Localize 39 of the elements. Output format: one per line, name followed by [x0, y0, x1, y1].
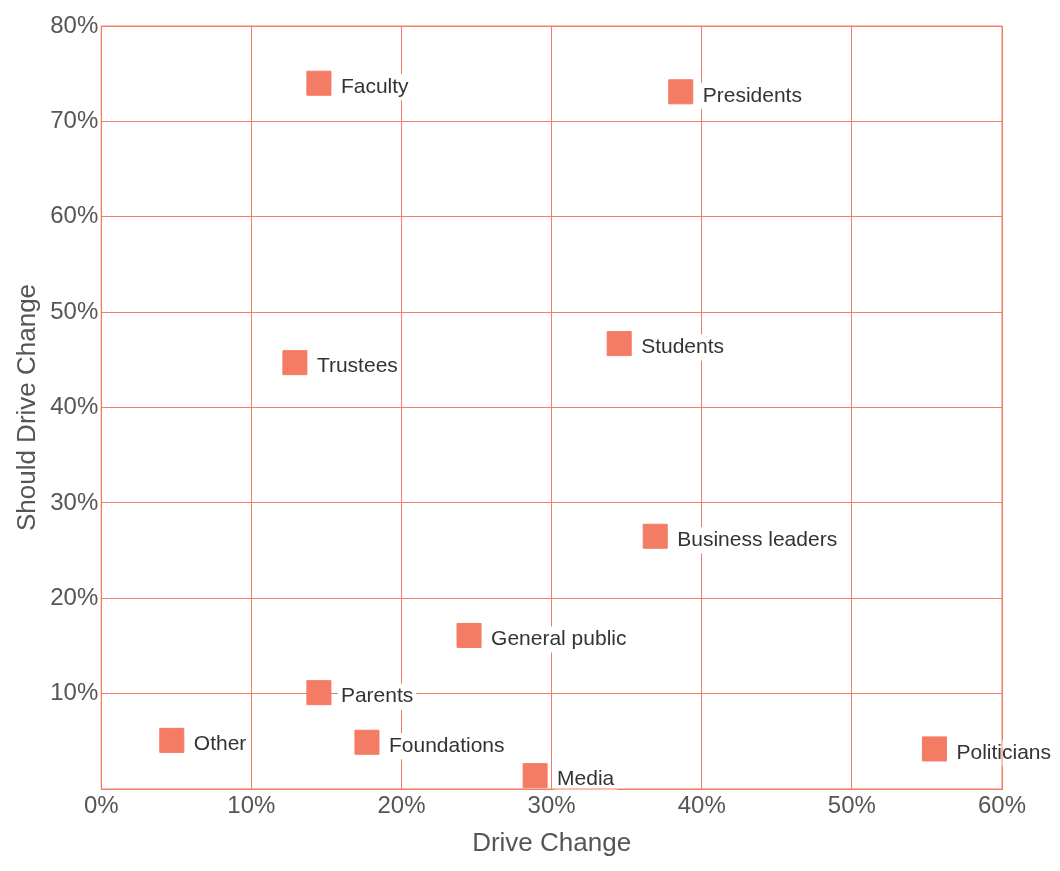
point	[921, 736, 947, 762]
y-tick-label: 20%	[50, 582, 99, 610]
x-tick-label: 60%	[977, 791, 1027, 819]
x-tick-label: 20%	[377, 791, 426, 819]
point	[159, 727, 185, 753]
x-axis-title: Drive Change	[472, 826, 632, 857]
point	[606, 331, 632, 357]
x-tick-label: 0%	[83, 791, 119, 819]
point	[522, 763, 548, 789]
annotation: Faculty	[340, 74, 410, 98]
annotation: General public	[491, 626, 627, 650]
y-tick-label: 50%	[50, 296, 99, 324]
annotation: Presidents	[702, 82, 802, 106]
y-tick-label: 60%	[50, 201, 99, 229]
point	[282, 350, 308, 376]
y-axis-title: Should Drive Change	[10, 283, 41, 532]
y-tick-label: 80%	[50, 10, 99, 38]
annotation: Trustees	[316, 353, 398, 377]
annotation: Parents	[340, 683, 414, 707]
x-tick-label: 50%	[827, 791, 876, 819]
annotation: Politicians	[956, 739, 1051, 763]
annotation: Foundations	[388, 733, 505, 757]
annotation: Students	[641, 334, 725, 358]
point	[642, 523, 668, 549]
y-tick-label: 40%	[50, 392, 99, 420]
y-tick-label: 70%	[50, 106, 99, 133]
point	[668, 79, 694, 105]
x-tick-label: 30%	[527, 791, 576, 819]
y-tick-label: 30%	[50, 487, 99, 515]
annotation: Business leaders	[677, 527, 838, 551]
point	[306, 70, 332, 96]
x-tick-label: 10%	[227, 791, 276, 819]
point	[354, 729, 380, 755]
annotation: Media	[557, 766, 615, 790]
point	[456, 622, 482, 648]
x-tick-label: 40%	[677, 791, 726, 819]
annotation: Other	[193, 731, 247, 755]
point	[306, 680, 332, 706]
y-tick-label: 10%	[50, 678, 99, 706]
